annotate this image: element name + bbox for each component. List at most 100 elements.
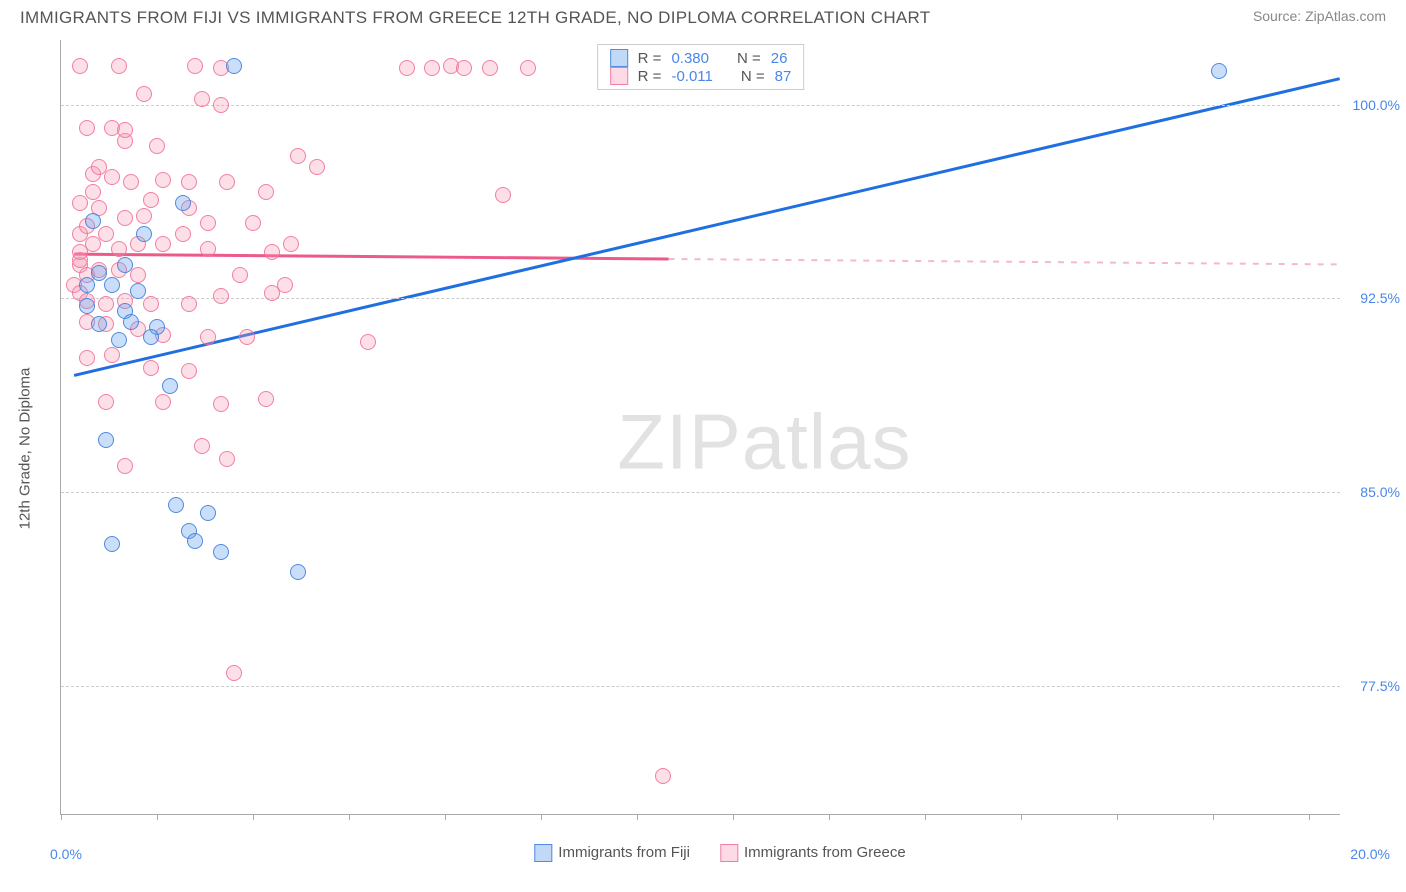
data-point	[136, 86, 152, 102]
data-point	[194, 91, 210, 107]
data-point	[456, 60, 472, 76]
data-point	[143, 192, 159, 208]
gridline	[61, 492, 1340, 493]
data-point	[123, 174, 139, 190]
x-tick	[925, 814, 926, 820]
data-point	[98, 432, 114, 448]
data-point	[130, 283, 146, 299]
data-point	[104, 277, 120, 293]
data-point	[399, 60, 415, 76]
x-tick	[253, 814, 254, 820]
data-point	[155, 236, 171, 252]
swatch-blue-icon	[534, 844, 552, 862]
data-point	[123, 314, 139, 330]
data-point	[213, 544, 229, 560]
data-point	[175, 195, 191, 211]
data-point	[111, 241, 127, 257]
data-point	[290, 148, 306, 164]
data-point	[219, 451, 235, 467]
source-label: Source: ZipAtlas.com	[1253, 8, 1386, 24]
swatch-blue-icon	[610, 49, 628, 67]
data-point	[104, 169, 120, 185]
correlation-legend: R = 0.380 N = 26 R = -0.011 N = 87	[597, 44, 805, 90]
gridline	[61, 105, 1340, 106]
x-tick	[829, 814, 830, 820]
data-point	[91, 159, 107, 175]
data-point	[175, 226, 191, 242]
x-tick	[1117, 814, 1118, 820]
x-tick	[349, 814, 350, 820]
data-point	[245, 215, 261, 231]
x-tick	[733, 814, 734, 820]
data-point	[187, 533, 203, 549]
y-tick-label: 100.0%	[1353, 97, 1400, 113]
n-label: N =	[741, 68, 765, 85]
data-point	[98, 226, 114, 242]
data-point	[181, 363, 197, 379]
data-point	[277, 277, 293, 293]
data-point	[117, 122, 133, 138]
fiji-n-value: 26	[771, 50, 788, 67]
data-point	[155, 394, 171, 410]
data-point	[1211, 63, 1227, 79]
data-point	[155, 172, 171, 188]
data-point	[226, 665, 242, 681]
greece-label: Immigrants from Greece	[744, 844, 906, 861]
data-point	[79, 120, 95, 136]
y-tick-label: 92.5%	[1360, 290, 1400, 306]
data-point	[655, 768, 671, 784]
swatch-pink-icon	[720, 844, 738, 862]
chart-title: IMMIGRANTS FROM FIJI VS IMMIGRANTS FROM …	[20, 8, 931, 28]
data-point	[360, 334, 376, 350]
data-point	[264, 244, 280, 260]
data-point	[85, 213, 101, 229]
regression-lines-svg	[61, 40, 1340, 814]
x-tick	[541, 814, 542, 820]
data-point	[200, 329, 216, 345]
data-point	[117, 257, 133, 273]
data-point	[91, 316, 107, 332]
data-point	[213, 288, 229, 304]
data-point	[91, 265, 107, 281]
x-tick	[1213, 814, 1214, 820]
legend-item-greece: Immigrants from Greece	[720, 844, 906, 862]
data-point	[79, 350, 95, 366]
data-point	[194, 438, 210, 454]
data-point	[309, 159, 325, 175]
data-point	[213, 97, 229, 113]
data-point	[520, 60, 536, 76]
plot-area: ZIPatlas R = 0.380 N = 26 R = -0.011 N =…	[60, 40, 1340, 815]
x-tick	[157, 814, 158, 820]
data-point	[143, 329, 159, 345]
r-label: R =	[638, 50, 662, 67]
data-point	[168, 497, 184, 513]
fiji-r-value: 0.380	[671, 50, 709, 67]
data-point	[232, 267, 248, 283]
data-point	[117, 210, 133, 226]
x-tick	[61, 814, 62, 820]
data-point	[104, 347, 120, 363]
data-point	[226, 58, 242, 74]
n-label: N =	[737, 50, 761, 67]
data-point	[219, 174, 235, 190]
data-point	[200, 505, 216, 521]
data-point	[79, 277, 95, 293]
data-point	[143, 296, 159, 312]
data-point	[162, 378, 178, 394]
x-tick	[637, 814, 638, 820]
fiji-label: Immigrants from Fiji	[558, 844, 690, 861]
greece-r-value: -0.011	[671, 68, 712, 85]
x-tick	[1021, 814, 1022, 820]
gridline	[61, 686, 1340, 687]
data-point	[258, 391, 274, 407]
data-point	[85, 184, 101, 200]
data-point	[200, 241, 216, 257]
data-point	[495, 187, 511, 203]
data-point	[482, 60, 498, 76]
y-tick-label: 85.0%	[1360, 484, 1400, 500]
chart-container: 12th Grade, No Diploma ZIPatlas R = 0.38…	[50, 40, 1390, 840]
regression-line	[74, 79, 1340, 376]
x-axis-min-label: 0.0%	[50, 846, 82, 862]
data-point	[239, 329, 255, 345]
data-point	[136, 226, 152, 242]
